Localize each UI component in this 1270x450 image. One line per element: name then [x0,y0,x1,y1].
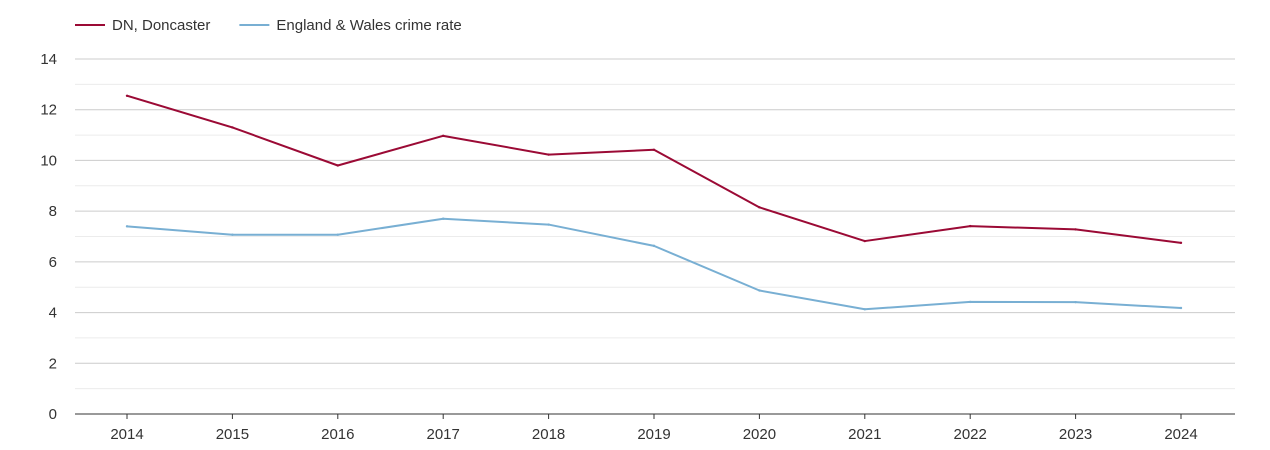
data-point [1179,306,1183,310]
series-line-1 [126,217,1182,311]
x-tick-label: 2019 [637,426,670,443]
x-tick-label: 2022 [954,426,987,443]
data-point [231,126,234,129]
y-tick-label: 2 [49,355,57,372]
y-tick-label: 14 [40,51,57,68]
series-lines [125,94,1183,311]
x-tick-label: 2018 [532,426,565,443]
x-tick-label: 2014 [110,426,143,443]
data-point [547,223,550,226]
x-tick-label: 2021 [848,426,881,443]
y-tick-label: 0 [49,406,57,423]
y-tick-label: 4 [49,305,57,322]
data-point [547,153,550,156]
data-point [1179,241,1183,245]
data-point [652,148,656,151]
x-tick-label: 2023 [1059,426,1092,443]
data-point [442,134,445,138]
y-tick-label: 8 [49,203,57,220]
y-axis: 0 2 4 6 8 10 12 14 [40,51,57,423]
legend-label: England & Wales crime rate [276,17,461,34]
data-point [336,164,339,167]
legend-label: DN, Doncaster [112,17,210,34]
x-tick-label: 2024 [1164,426,1197,443]
x-axis: 2014 2015 2016 2017 2018 2019 2020 2021 2022 2023… [75,413,1235,443]
data-point [1074,228,1077,231]
gridlines [75,58,1235,390]
data-point [969,224,972,228]
x-tick-label: 2017 [427,426,460,443]
y-tick-label: 6 [49,254,57,271]
data-point [863,239,866,243]
data-point [125,225,129,228]
data-point [652,244,656,248]
data-point [1074,300,1077,304]
series-line-0 [126,94,1182,244]
y-tick-label: 10 [40,152,57,169]
data-point [231,233,234,236]
data-point [863,308,866,311]
data-point [758,289,761,292]
x-tick-label: 2020 [743,426,776,443]
data-point [969,300,972,304]
data-point [442,217,445,220]
x-tick-label: 2015 [216,426,249,443]
x-tick-label: 2016 [321,426,354,443]
data-point [336,233,339,236]
legend: DN, Doncaster England & Wales crime rate [75,17,462,34]
data-point [125,94,129,97]
y-tick-label: 12 [40,102,57,119]
data-point [758,206,761,209]
